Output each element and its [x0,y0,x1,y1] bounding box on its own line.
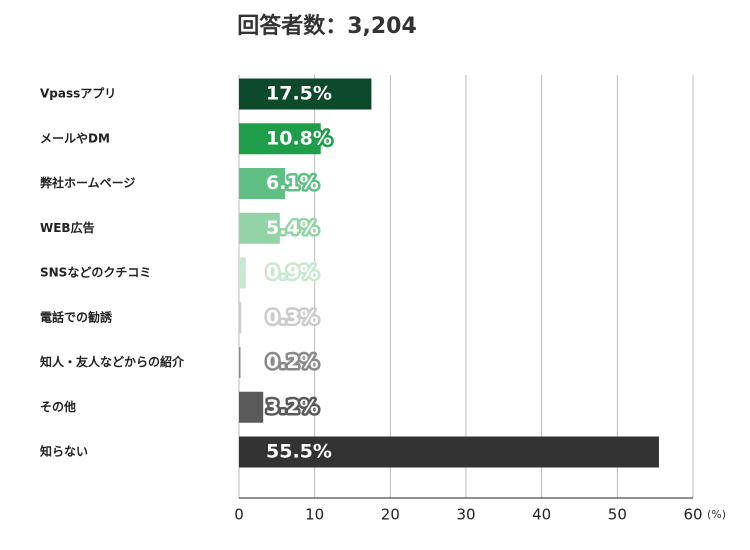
x-tick-label: 60 [683,506,702,524]
x-tick-label: 20 [381,506,400,524]
bar [239,78,372,110]
category-label: 知らない [39,444,88,459]
bar [239,168,286,199]
bar [239,212,280,244]
category-label: Vpassアプリ [40,86,116,101]
category-label: WEB広告 [40,220,95,235]
value-label: 3.2% [266,396,319,418]
x-tick-label: 30 [456,506,475,524]
x-tick-label: 50 [608,506,627,524]
x-tick-label: 0 [234,506,244,524]
category-label: 弊社ホームページ [40,175,135,190]
bar [239,391,264,423]
bar [239,436,659,468]
value-label: 17.5% [266,83,332,105]
bar [239,123,321,155]
chart-title: 回答者数：3,204 [237,13,417,39]
value-label: 0.2% [266,351,319,373]
bar [239,347,241,378]
x-tick-label: 40 [532,506,551,524]
bar [239,302,242,334]
value-label: 5.4% [266,217,319,239]
value-label: 0.9% [266,262,319,284]
category-label: 知人・友人などからの紹介 [39,354,185,369]
category-label: 電話での勧誘 [40,309,113,324]
value-label: 55.5% [266,441,332,463]
category-label: その他 [40,399,76,414]
value-label: 6.1% [266,172,319,194]
bar [239,257,246,289]
value-label: 0.3% [266,306,319,328]
category-label: メールやDM [40,131,110,145]
value-label: 10.8% [266,127,332,149]
x-unit: (%) [707,508,726,521]
category-label: SNSなどのクチコミ [40,266,151,280]
x-tick-label: 10 [305,506,324,524]
